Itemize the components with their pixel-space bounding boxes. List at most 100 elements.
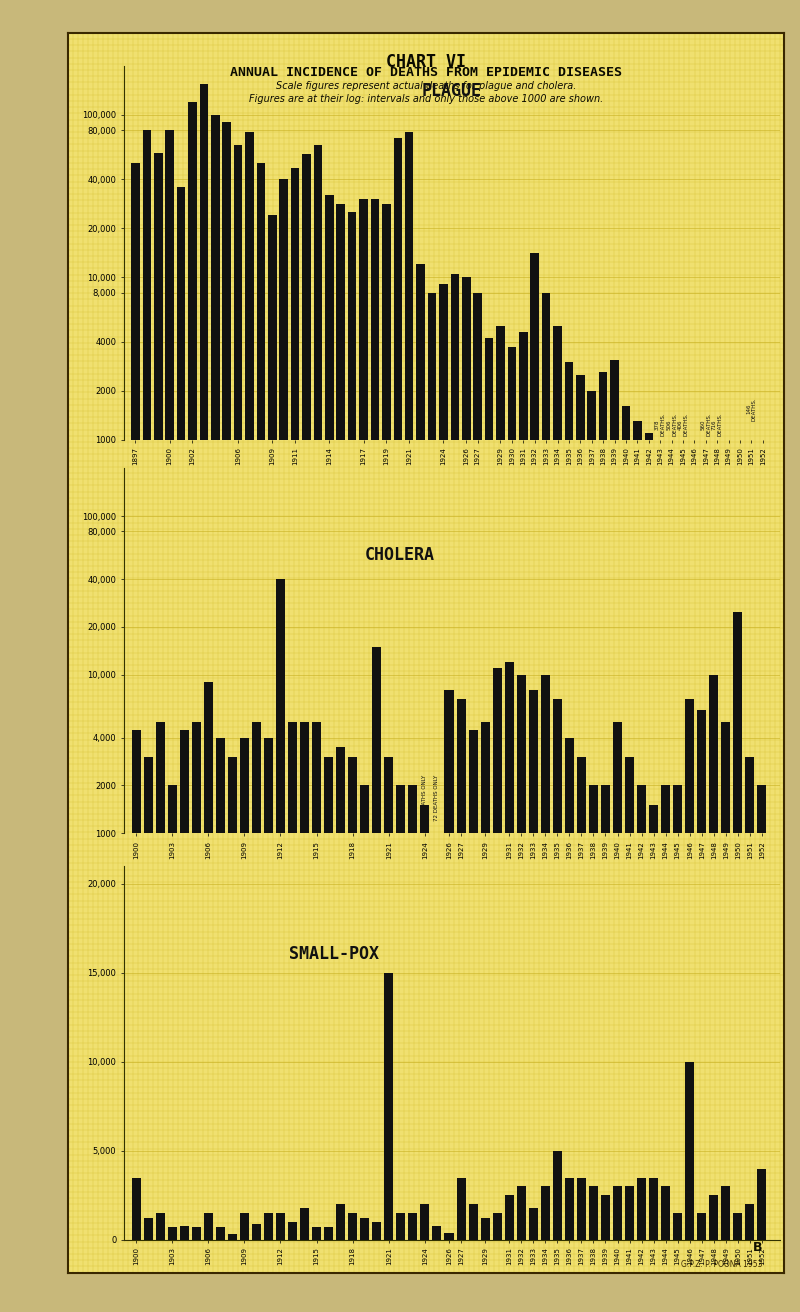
Bar (168, 786, 177, 1312)
Bar (530, 253, 539, 1312)
Bar (541, 1186, 550, 1240)
Bar (686, 699, 694, 1312)
Bar (192, 1228, 201, 1240)
Bar (405, 133, 414, 1312)
Bar (177, 186, 186, 1312)
Bar (155, 723, 165, 1312)
Bar (633, 421, 642, 1312)
Bar (565, 1178, 574, 1240)
Bar (336, 1204, 345, 1240)
Text: 506
DEATHS.: 506 DEATHS. (666, 412, 677, 436)
Bar (542, 293, 550, 1312)
Text: 560
DEATHS.: 560 DEATHS. (701, 412, 711, 436)
Bar (601, 1195, 610, 1240)
Bar (553, 699, 562, 1312)
Bar (554, 325, 562, 1312)
Bar (610, 359, 619, 1312)
Bar (143, 1219, 153, 1240)
Bar (481, 1219, 490, 1240)
Bar (673, 1214, 682, 1240)
Text: PLAGUE: PLAGUE (422, 81, 482, 100)
Bar (450, 274, 459, 1312)
Text: Scale figures represent actual deaths for plague and cholera.: Scale figures represent actual deaths fo… (276, 81, 576, 91)
Bar (661, 1186, 670, 1240)
Bar (613, 723, 622, 1312)
Bar (216, 1228, 225, 1240)
Bar (211, 114, 219, 1312)
Bar (445, 1233, 454, 1240)
Bar (240, 737, 249, 1312)
Bar (336, 747, 345, 1312)
Bar (421, 1204, 430, 1240)
Bar (519, 332, 527, 1312)
Bar (348, 213, 357, 1312)
Bar (291, 168, 299, 1312)
Bar (625, 757, 634, 1312)
Bar (746, 757, 754, 1312)
Bar (337, 205, 345, 1312)
Bar (300, 723, 309, 1312)
Bar (710, 1195, 718, 1240)
Bar (517, 674, 526, 1312)
Bar (722, 1186, 730, 1240)
Bar (180, 729, 189, 1312)
Bar (428, 293, 436, 1312)
Bar (469, 1204, 478, 1240)
Bar (505, 1195, 514, 1240)
Bar (457, 699, 466, 1312)
Text: 146
DEATHS.: 146 DEATHS. (746, 398, 757, 421)
Bar (587, 391, 596, 1312)
Bar (302, 155, 311, 1312)
Bar (372, 647, 382, 1312)
Bar (734, 611, 742, 1312)
Text: ANNUAL INCIDENCE OF DEATHS FROM EPIDEMIC DISEASES: ANNUAL INCIDENCE OF DEATHS FROM EPIDEMIC… (230, 67, 622, 79)
Bar (228, 1235, 237, 1240)
Bar (493, 1214, 502, 1240)
Bar (599, 373, 607, 1312)
Text: 406
DEATHS.: 406 DEATHS. (678, 412, 689, 436)
Bar (493, 668, 502, 1312)
Bar (722, 723, 730, 1312)
Bar (481, 723, 490, 1312)
Bar (192, 723, 201, 1312)
Text: 716 DEATHS.: 716 DEATHS. (663, 785, 668, 820)
Bar (408, 786, 418, 1312)
Bar (312, 1228, 321, 1240)
Bar (348, 1214, 358, 1240)
Bar (474, 293, 482, 1312)
Bar (553, 1151, 562, 1240)
Bar (637, 1178, 646, 1240)
Bar (131, 164, 140, 1312)
Bar (246, 133, 254, 1312)
Bar (199, 84, 208, 1312)
Bar (234, 144, 242, 1312)
Bar (439, 285, 448, 1312)
Bar (384, 972, 394, 1240)
Bar (324, 757, 333, 1312)
Bar (433, 1225, 442, 1240)
Bar (279, 180, 288, 1312)
Bar (348, 757, 358, 1312)
Bar (710, 674, 718, 1312)
Bar (457, 1178, 466, 1240)
Bar (613, 1186, 622, 1240)
Bar (577, 757, 586, 1312)
Text: G.P.Z. P. POONA 1953: G.P.Z. P. POONA 1953 (681, 1260, 762, 1269)
Bar (746, 1204, 754, 1240)
Bar (257, 164, 265, 1312)
Bar (462, 277, 470, 1312)
Bar (240, 1214, 249, 1240)
Bar (734, 1214, 742, 1240)
Bar (408, 1214, 418, 1240)
Bar (396, 786, 406, 1312)
Text: 56 DEATHS ONLY: 56 DEATHS ONLY (422, 774, 427, 820)
Bar (180, 1225, 189, 1240)
Bar (154, 154, 162, 1312)
Bar (433, 833, 442, 1312)
Bar (394, 138, 402, 1312)
Bar (222, 122, 231, 1312)
Bar (276, 1214, 285, 1240)
Bar (416, 264, 425, 1312)
Bar (131, 1178, 141, 1240)
Text: 378
DEATHS.: 378 DEATHS. (655, 412, 666, 436)
